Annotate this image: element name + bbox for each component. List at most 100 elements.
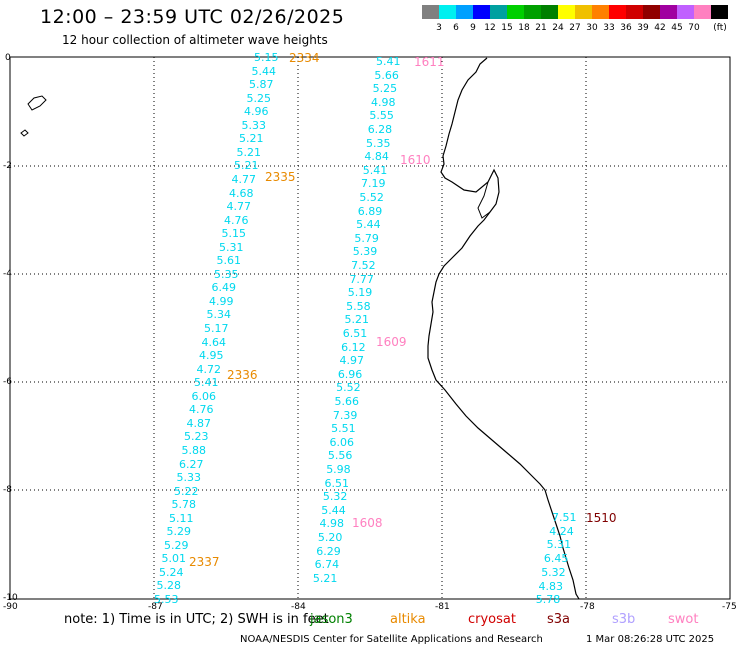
legend-swatch (456, 5, 473, 19)
wave-height-value: 5.24 (159, 565, 184, 579)
wave-height-value: 5.52 (359, 191, 384, 204)
grid-lines (10, 57, 730, 599)
wave-height-value: 4.96 (244, 105, 269, 119)
legend-swatch (439, 5, 456, 19)
wave-height-value: 5.44 (356, 218, 381, 232)
wave-height-value: 5.39 (352, 245, 378, 259)
y-tick-label: 0 (5, 53, 11, 63)
wave-height-value: 6.89 (357, 204, 383, 218)
wave-height-value: 6.74 (314, 558, 340, 572)
wave-height-value: 7.39 (332, 408, 358, 422)
wave-height-value: 4.98 (319, 517, 345, 531)
map-border (9, 56, 731, 600)
satellite-name-altika: altika (390, 612, 426, 627)
x-tick-label: -90 (3, 602, 18, 612)
legend-swatch (694, 5, 711, 19)
wave-height-value: 4.87 (186, 416, 212, 430)
wave-height-value: 5.66 (374, 68, 399, 82)
page-subtitle: 12 hour collection of altimeter wave hei… (62, 33, 328, 47)
x-tick-label: -78 (580, 602, 595, 612)
legend-swatch (473, 5, 490, 19)
wave-height-value: 5.32 (541, 565, 566, 579)
wave-height-value: 5.98 (326, 463, 351, 476)
wave-height-value: 6.12 (341, 340, 366, 354)
wave-height-value: 5.15 (254, 51, 279, 64)
wave-height-value: 6.06 (329, 435, 355, 449)
wave-height-value: 5.41 (362, 163, 388, 177)
generated-timestamp: 1 Mar 08:26:28 UTC 2025 (586, 634, 715, 645)
wave-height-value: 5.53 (154, 593, 179, 606)
wave-height-value: 5.21 (312, 571, 338, 585)
wave-height-value: 7.51 (552, 511, 577, 524)
wave-height-value: 7.77 (349, 272, 374, 286)
wave-height-value: 5.25 (372, 82, 398, 96)
legend-swatch (507, 5, 524, 19)
legend-label: 27 (569, 23, 581, 33)
pass-label-swot: 1608 (352, 516, 383, 530)
legend-label: 36 (620, 23, 632, 33)
wave-height-value: 5.78 (171, 498, 197, 512)
satellite-name-s3a: s3a (547, 612, 571, 627)
x-tick-label: -84 (291, 602, 306, 612)
wave-height-value: 5.87 (249, 78, 274, 92)
legend-swatch (711, 5, 728, 19)
legend-swatch (660, 5, 677, 19)
legend-swatch (643, 5, 660, 19)
wave-height-value: 5.21 (236, 145, 262, 159)
wave-height-value: 4.77 (231, 172, 257, 186)
galapagos-island (27, 95, 47, 111)
wave-height-value: 5.21 (344, 313, 369, 327)
wave-height-value: 6.49 (211, 281, 237, 295)
legend-swatch (609, 5, 626, 19)
wave-height-value: 5.58 (346, 299, 371, 313)
wave-height-value: 5.44 (251, 64, 277, 78)
legend-label: 21 (535, 23, 547, 33)
coastline (427, 57, 580, 600)
coastline-bay (477, 181, 491, 219)
y-tick-label: -6 (3, 377, 12, 387)
legend-swatch (524, 5, 541, 19)
pass-label-jason: 2336 (227, 368, 258, 382)
wave-height-value: 5.21 (239, 132, 264, 146)
legend-label: 9 (470, 23, 476, 33)
wave-height-value: 4.77 (226, 200, 252, 214)
credit-line: NOAA/NESDIS Center for Satellite Applica… (240, 634, 543, 645)
wave-height-value: 4.83 (538, 579, 564, 593)
wave-height-value: 6.27 (179, 457, 204, 471)
pass-label-swot: 1610 (400, 153, 431, 167)
legend-label: 70 (688, 23, 700, 33)
legend-label: 39 (637, 23, 649, 33)
wave-height-value: 4.24 (549, 524, 574, 538)
wave-height-value: 5.34 (206, 308, 232, 322)
wave-height-value: 6.06 (191, 389, 217, 403)
legend-swatch (541, 5, 558, 19)
legend-swatch (558, 5, 575, 19)
wave-height-value: 5.01 (161, 552, 187, 566)
x-tick-label: -81 (435, 602, 450, 612)
legend-label: 12 (484, 23, 496, 33)
wave-height-value: 5.55 (369, 109, 394, 123)
legend-swatch (626, 5, 643, 19)
wave-height-value: 4.76 (224, 213, 249, 227)
wave-height-value: 5.61 (216, 254, 242, 268)
pass-label-jason: 2334 (289, 51, 320, 65)
wave-height-value: 5.29 (164, 538, 189, 552)
wave-height-value: 5.22 (174, 484, 199, 498)
wave-height-value: 5.20 (317, 531, 343, 544)
legend-label: 18 (518, 23, 530, 33)
wave-height-value: 5.17 (204, 322, 229, 335)
wave-height-value: 5.79 (354, 231, 379, 245)
wave-height-value: 5.11 (169, 511, 194, 525)
wave-height-value: 5.44 (321, 503, 346, 517)
x-tick-label: -87 (148, 602, 163, 612)
wave-height-value: 5.51 (331, 422, 356, 436)
x-tick-label: -75 (722, 602, 737, 612)
wave-height-value: 5.25 (246, 91, 272, 105)
wave-height-value: 5.19 (347, 286, 373, 300)
wave-height-value: 5.33 (176, 471, 202, 485)
wave-height-value: 5.35 (214, 267, 239, 281)
wave-height-value: 6.45 (543, 552, 569, 566)
wave-height-value: 6.51 (342, 327, 368, 340)
wave-height-value: 5.23 (184, 430, 209, 444)
